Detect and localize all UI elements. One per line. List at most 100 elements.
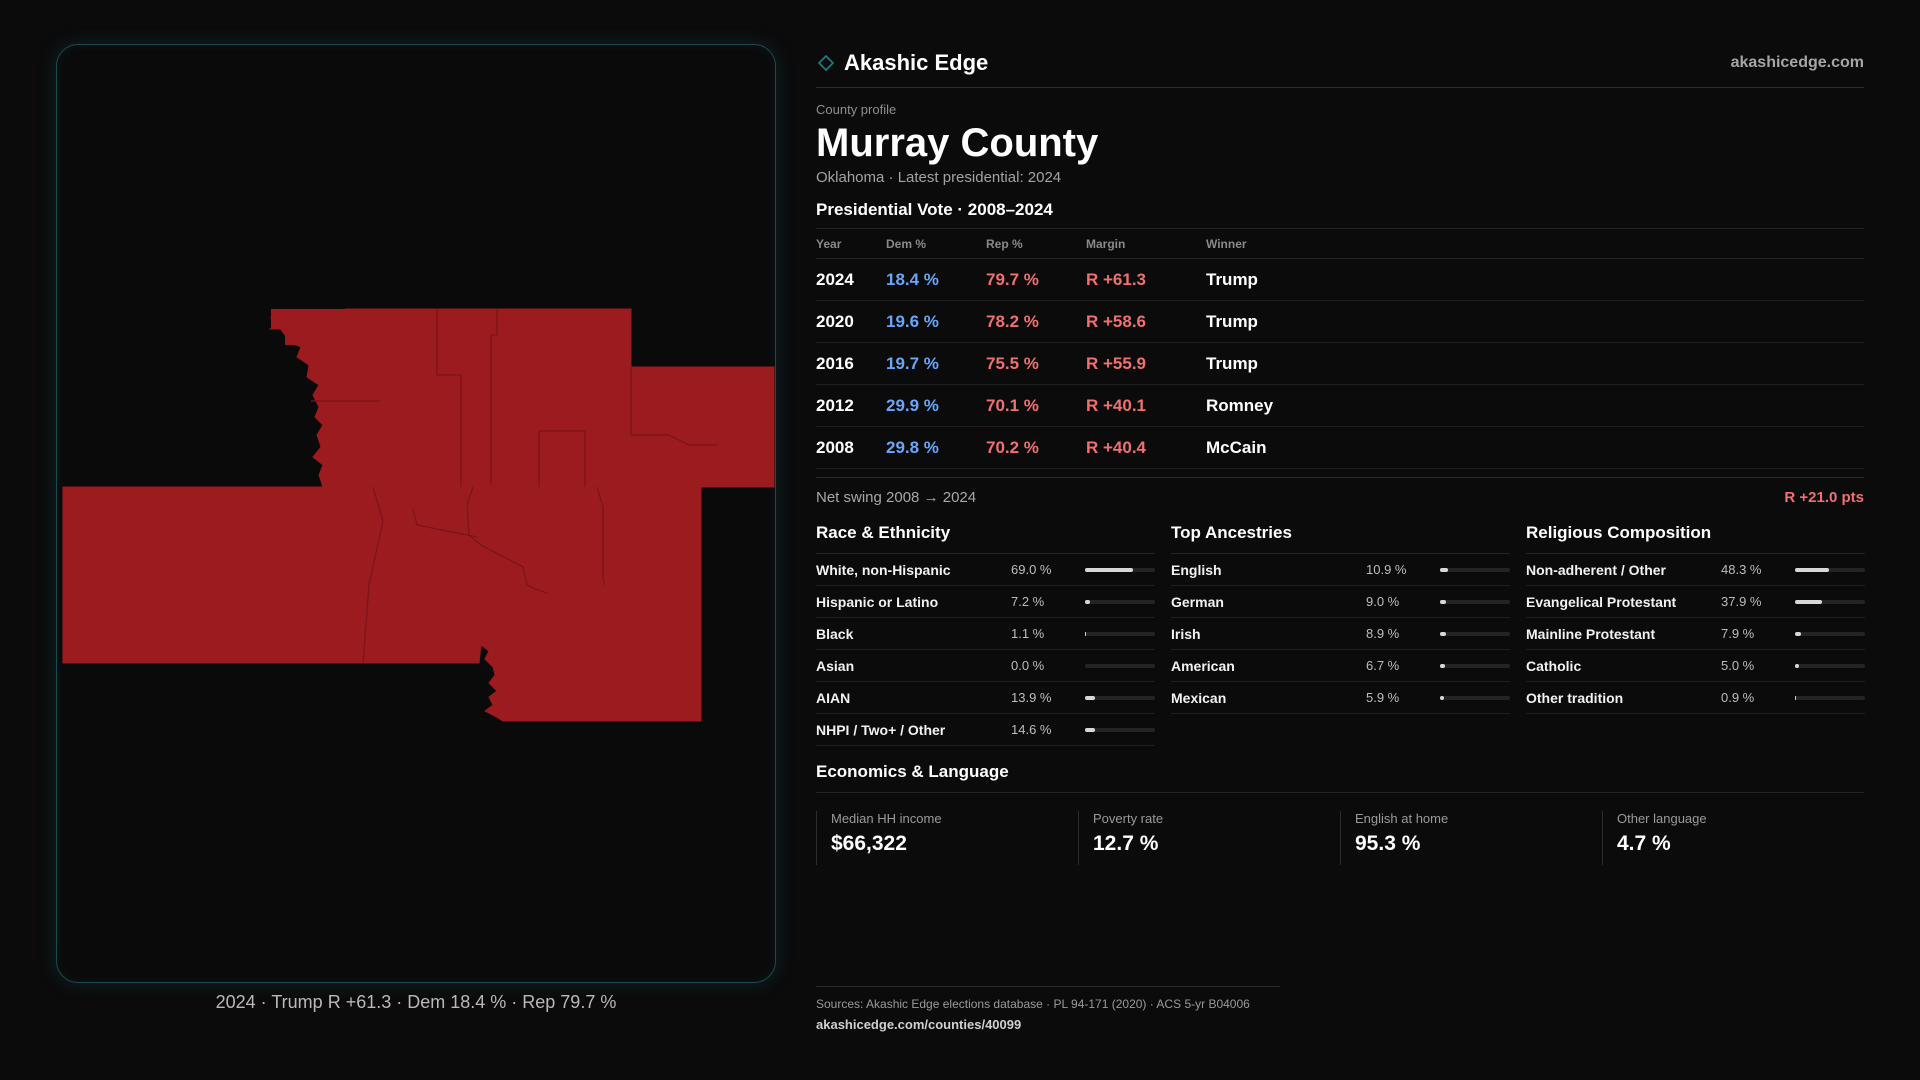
brand-url-link[interactable]: akashicedge.com (1730, 53, 1864, 71)
stat-median-income: Median HH income $66,322 (816, 811, 1078, 865)
stat-value: 95.3 % (1355, 832, 1421, 855)
economics-section: Economics & Language Median HH income $6… (816, 762, 1864, 865)
share-bar-fill (1440, 695, 1445, 700)
cell-year: 2012 (816, 384, 886, 427)
county-shape[interactable] (62, 308, 775, 722)
demo-value: 0.9 % (1721, 690, 1755, 705)
economics-grid: Median HH income $66,322 Poverty rate 12… (816, 811, 1864, 865)
share-bar-fill (1795, 695, 1797, 700)
county-map[interactable] (57, 45, 777, 984)
economics-section-title: Economics & Language (816, 762, 1864, 793)
cell-year: 2024 (816, 258, 886, 301)
share-bar (1440, 695, 1510, 700)
col-header-winner: Winner (1206, 228, 1864, 259)
demo-value: 6.7 % (1366, 658, 1400, 673)
cell-rep: 79.7 % (986, 258, 1086, 301)
demo-value: 5.9 % (1366, 690, 1400, 705)
list-item: Non-adherent / Other 48.3 % (1526, 554, 1865, 586)
share-bar (1795, 663, 1865, 668)
demo-label: NHPI / Two+ / Other (816, 721, 946, 738)
demo-value: 14.6 % (1011, 722, 1052, 737)
list-item: Other tradition 0.9 % (1526, 682, 1865, 714)
col-header-dem: Dem % (886, 228, 986, 259)
religion-section-title: Religious Composition (1526, 523, 1865, 554)
ancestry-section-title: Top Ancestries (1171, 523, 1510, 554)
cell-dem: 18.4 % (886, 258, 986, 301)
share-bar-fill (1085, 599, 1091, 604)
list-item: Mexican 5.9 % (1171, 682, 1510, 714)
share-bar-fill (1440, 567, 1448, 572)
table-row: 2016 19.7 % 75.5 % R +55.9 Trump (816, 342, 1864, 385)
stat-label: Other language (1617, 811, 1707, 826)
cell-margin: R +58.6 (1086, 300, 1206, 343)
profile-panel: Akashic Edge akashicedge.com County prof… (816, 44, 1865, 865)
header: Akashic Edge akashicedge.com (816, 44, 1864, 88)
votes-header-row: Year Dem % Rep % Margin Winner (816, 228, 1864, 259)
cell-rep: 70.1 % (986, 384, 1086, 427)
list-item: German 9.0 % (1171, 586, 1510, 618)
share-bar (1085, 695, 1155, 700)
share-bar-fill (1440, 599, 1447, 604)
table-row: 2012 29.9 % 70.1 % R +40.1 Romney (816, 384, 1864, 427)
col-header-rep: Rep % (986, 228, 1086, 259)
county-shape-north-lobe (271, 309, 346, 487)
cell-winner: Trump (1206, 342, 1864, 385)
share-bar-fill (1795, 599, 1822, 604)
demo-value: 13.9 % (1011, 690, 1052, 705)
list-item: NHPI / Two+ / Other 14.6 % (816, 714, 1155, 746)
brand[interactable]: Akashic Edge (816, 50, 988, 76)
demo-label: Hispanic or Latino (816, 593, 939, 610)
cell-margin: R +40.1 (1086, 384, 1206, 427)
share-bar (1085, 727, 1155, 732)
cell-winner: Romney (1206, 384, 1864, 427)
share-bar (1440, 567, 1510, 572)
list-item: Asian 0.0 % (816, 650, 1155, 682)
page-title: Murray County (816, 121, 1099, 165)
list-item: Black 1.1 % (816, 618, 1155, 650)
stat-other-language: Other language 4.7 % (1602, 811, 1864, 865)
demo-label: Mainline Protestant (1526, 625, 1656, 642)
share-bar (1440, 631, 1510, 636)
cell-margin: R +55.9 (1086, 342, 1206, 385)
share-bar-fill (1085, 567, 1134, 572)
net-swing-value: R +21.0 pts (1784, 489, 1864, 506)
stat-poverty-rate: Poverty rate 12.7 % (1078, 811, 1340, 865)
table-row: 2020 19.6 % 78.2 % R +58.6 Trump (816, 300, 1864, 343)
col-header-year: Year (816, 228, 886, 259)
diamond-icon (818, 54, 834, 71)
share-bar (1795, 631, 1865, 636)
list-item: Catholic 5.0 % (1526, 650, 1865, 682)
demo-value: 1.1 % (1011, 626, 1045, 641)
demo-value: 0.0 % (1011, 658, 1045, 673)
list-item: Evangelical Protestant 37.9 % (1526, 586, 1865, 618)
demo-label: Asian (816, 657, 855, 674)
demo-value: 7.2 % (1011, 594, 1045, 609)
cell-winner: Trump (1206, 300, 1864, 343)
list-item: Mainline Protestant 7.9 % (1526, 618, 1865, 650)
share-bar-fill (1085, 631, 1087, 636)
cell-dem: 19.6 % (886, 300, 986, 343)
demo-value: 8.9 % (1366, 626, 1400, 641)
ancestry-section: Top Ancestries English 10.9 % German 9.0… (1171, 523, 1510, 746)
demo-value: 7.9 % (1721, 626, 1755, 641)
demo-label: German (1171, 593, 1224, 610)
cell-rep: 70.2 % (986, 426, 1086, 469)
demo-label: Irish (1171, 625, 1201, 642)
religion-section: Religious Composition Non-adherent / Oth… (1526, 523, 1865, 746)
cell-dem: 29.8 % (886, 426, 986, 469)
share-bar (1085, 631, 1155, 636)
demo-label: Catholic (1526, 657, 1582, 674)
sources-url-link[interactable]: akashicedge.com/counties/40099 (816, 1017, 1022, 1032)
cell-winner: McCain (1206, 426, 1864, 469)
share-bar (1085, 599, 1155, 604)
share-bar (1440, 599, 1510, 604)
col-header-margin: Margin (1086, 228, 1206, 259)
share-bar-fill (1440, 663, 1445, 668)
share-bar (1085, 663, 1155, 668)
stat-value: 4.7 % (1617, 832, 1671, 855)
share-bar (1795, 599, 1865, 604)
share-bar-fill (1085, 727, 1096, 732)
list-item: American 6.7 % (1171, 650, 1510, 682)
page-subtitle: Oklahoma · Latest presidential: 2024 (816, 169, 1062, 186)
stat-label: Poverty rate (1093, 811, 1164, 826)
